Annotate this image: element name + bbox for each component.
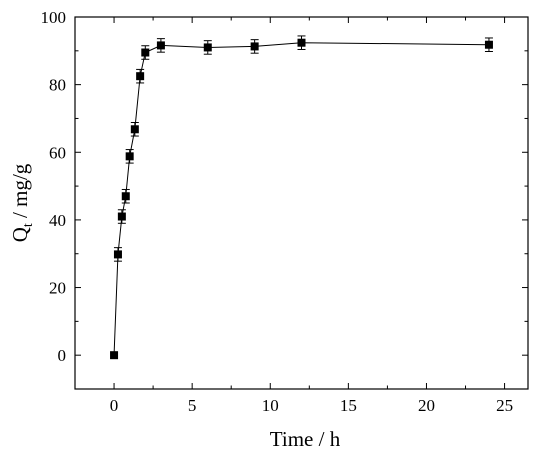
x-tick-label: 15	[340, 396, 357, 415]
data-point	[130, 125, 139, 134]
y-axis-title-subscript: t	[21, 223, 36, 227]
x-tick-label: 5	[188, 396, 197, 415]
y-axis-title-rest: / mg/g	[8, 163, 32, 223]
x-tick-label: 25	[496, 396, 513, 415]
data-point	[110, 351, 119, 360]
data-point	[484, 40, 493, 49]
data-point	[125, 152, 134, 161]
y-tick-label: 100	[41, 8, 67, 27]
series-line	[113, 42, 489, 356]
data-point	[121, 192, 130, 201]
x-tick-label: 10	[262, 396, 279, 415]
series-group	[110, 35, 493, 360]
data-point	[136, 72, 145, 81]
tick-labels: 0 5 10 15 20 25 0 20 40 60 80 100	[41, 8, 514, 415]
y-tick-label: 80	[49, 76, 66, 95]
axis-ticks	[75, 17, 528, 389]
y-tick-label: 20	[49, 279, 66, 298]
y-axis-title: Qt / mg/g	[8, 163, 36, 242]
y-axis-title-main: Q	[8, 227, 32, 242]
y-tick-label: 0	[58, 346, 67, 365]
data-point	[113, 250, 122, 259]
data-point	[117, 212, 126, 221]
x-axis-title: Time / h	[270, 427, 341, 451]
x-tick-label: 0	[110, 396, 119, 415]
y-tick-label: 40	[49, 211, 66, 230]
data-point	[156, 41, 165, 50]
data-point	[250, 42, 259, 51]
plot-area	[74, 16, 529, 390]
y-tick-label: 60	[49, 143, 66, 162]
data-point	[297, 38, 306, 47]
data-point	[141, 48, 150, 57]
x-tick-label: 20	[418, 396, 435, 415]
data-point	[203, 43, 212, 52]
